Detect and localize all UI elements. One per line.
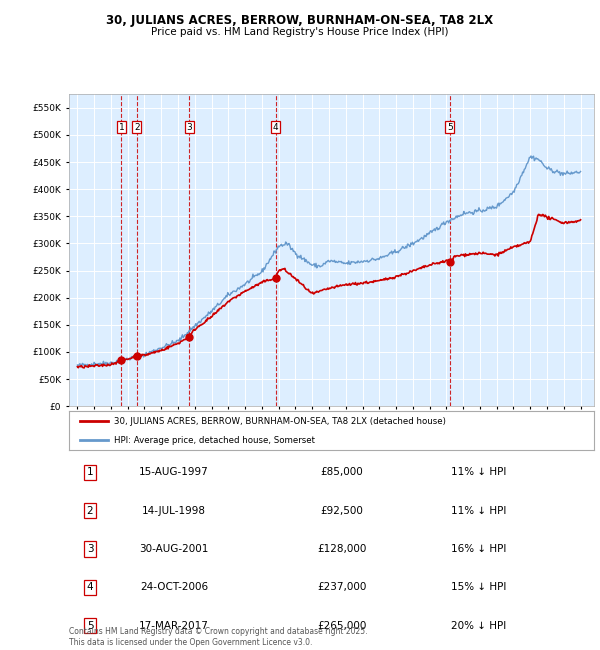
Text: Price paid vs. HM Land Registry's House Price Index (HPI): Price paid vs. HM Land Registry's House …	[151, 27, 449, 37]
Text: 2: 2	[134, 122, 140, 131]
Text: 3: 3	[86, 544, 94, 554]
Text: 30-AUG-2001: 30-AUG-2001	[139, 544, 209, 554]
Text: 15-AUG-1997: 15-AUG-1997	[139, 467, 209, 477]
Text: 14-JUL-1998: 14-JUL-1998	[142, 506, 206, 515]
Text: 11% ↓ HPI: 11% ↓ HPI	[451, 506, 506, 515]
Text: 4: 4	[86, 582, 94, 592]
Text: 2: 2	[86, 506, 94, 515]
Text: 17-MAR-2017: 17-MAR-2017	[139, 621, 209, 630]
Text: £128,000: £128,000	[317, 544, 367, 554]
Text: 20% ↓ HPI: 20% ↓ HPI	[451, 621, 506, 630]
Text: 16% ↓ HPI: 16% ↓ HPI	[451, 544, 506, 554]
Text: 24-OCT-2006: 24-OCT-2006	[140, 582, 208, 592]
Text: 3: 3	[186, 122, 192, 131]
Text: HPI: Average price, detached house, Somerset: HPI: Average price, detached house, Some…	[113, 436, 314, 445]
Text: £92,500: £92,500	[320, 506, 364, 515]
Text: 4: 4	[273, 122, 278, 131]
Text: 11% ↓ HPI: 11% ↓ HPI	[451, 467, 506, 477]
Text: Contains HM Land Registry data © Crown copyright and database right 2025.
This d: Contains HM Land Registry data © Crown c…	[69, 627, 367, 647]
Text: 5: 5	[447, 122, 453, 131]
Text: 30, JULIANS ACRES, BERROW, BURNHAM-ON-SEA, TA8 2LX (detached house): 30, JULIANS ACRES, BERROW, BURNHAM-ON-SE…	[113, 417, 445, 426]
Text: £237,000: £237,000	[317, 582, 367, 592]
Text: 1: 1	[118, 122, 124, 131]
Text: 5: 5	[86, 621, 94, 630]
Text: 1: 1	[86, 467, 94, 477]
Text: 15% ↓ HPI: 15% ↓ HPI	[451, 582, 506, 592]
Text: £85,000: £85,000	[320, 467, 364, 477]
Text: 30, JULIANS ACRES, BERROW, BURNHAM-ON-SEA, TA8 2LX: 30, JULIANS ACRES, BERROW, BURNHAM-ON-SE…	[106, 14, 494, 27]
Text: £265,000: £265,000	[317, 621, 367, 630]
